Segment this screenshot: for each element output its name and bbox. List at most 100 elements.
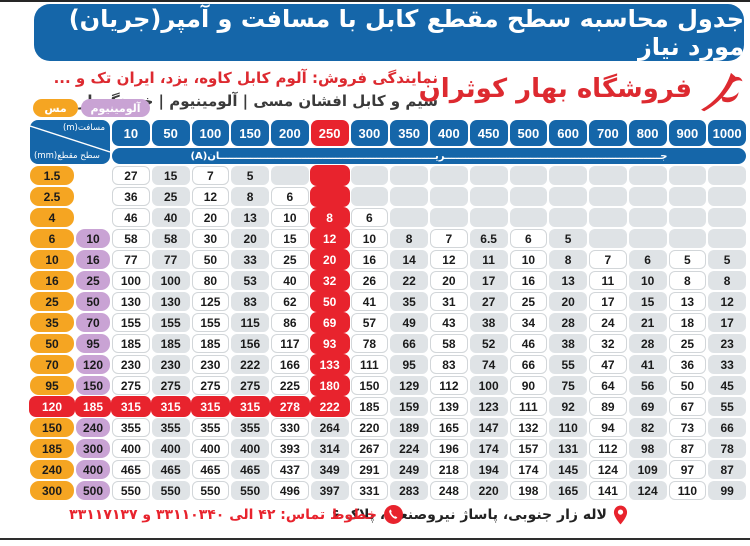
data-cell: 156 [231, 334, 269, 353]
data-cell: 110 [549, 418, 587, 437]
data-cell: 23 [708, 334, 746, 353]
data-cell: 165 [430, 418, 468, 437]
data-cell: 83 [430, 355, 468, 374]
data-cell: 20 [309, 249, 350, 270]
data-cell: 130 [112, 292, 150, 311]
column-header-500: 500 [509, 120, 548, 146]
data-cell: 25 [151, 187, 190, 206]
data-cell: 315 [190, 396, 231, 417]
data-cell: 6 [509, 229, 548, 248]
data-cell: 22 [390, 271, 428, 290]
data-cell [628, 187, 667, 206]
data-cell: 55 [708, 397, 746, 416]
data-cell: 41 [628, 355, 667, 374]
data-cell [271, 166, 309, 185]
data-cell: 550 [191, 481, 230, 500]
data-cell: 278 [270, 396, 310, 417]
location-pin-icon [613, 505, 628, 525]
column-header-250: 250 [310, 120, 349, 146]
data-cell: 32 [309, 270, 350, 291]
data-cell: 6.5 [469, 229, 508, 248]
phone-icon [384, 505, 403, 524]
data-cell: 17 [708, 313, 746, 332]
data-cell: 155 [191, 313, 230, 332]
data-cell: 331 [350, 481, 389, 500]
data-cell: 33 [708, 355, 746, 374]
data-cell: 73 [668, 418, 707, 437]
data-cell [589, 166, 627, 185]
store-brand: فروشگاه بهار کوثران [419, 62, 744, 116]
data-cell: 40 [271, 271, 309, 290]
copper-size-cell: 70 [30, 355, 74, 374]
data-cell [589, 229, 627, 248]
data-cell: 400 [191, 439, 230, 458]
data-cell [509, 208, 548, 227]
data-cell: 111 [350, 355, 389, 374]
data-cell: 109 [628, 460, 667, 479]
data-cell: 267 [350, 439, 389, 458]
data-cell: 283 [390, 481, 428, 500]
data-cell: 465 [231, 460, 269, 479]
data-cell: 58 [430, 334, 468, 353]
aluminum-size-cell: 95 [76, 334, 110, 353]
data-cell: 87 [708, 460, 746, 479]
data-cell: 45 [708, 376, 746, 395]
aluminum-size-cell: 185 [75, 396, 111, 417]
data-cell: 124 [589, 460, 627, 479]
data-cell: 117 [271, 334, 309, 353]
data-cell: 53 [231, 271, 269, 290]
page-title: جدول محاسبه سطح مقطع کابل با مسافت و آمپ… [34, 4, 744, 61]
copper-size-cell: 185 [30, 439, 74, 458]
data-cell: 330 [271, 418, 309, 437]
data-cell: 8 [549, 250, 587, 269]
copper-legend-badge: مس [33, 99, 78, 117]
data-cell: 34 [509, 313, 548, 332]
data-cell: 437 [271, 460, 309, 479]
data-cell: 36 [668, 355, 707, 374]
data-cell: 41 [350, 292, 389, 311]
data-cell: 198 [509, 481, 548, 500]
data-cell: 66 [708, 418, 746, 437]
data-cell: 7 [589, 250, 627, 269]
data-cell: 8 [309, 207, 350, 228]
data-cell [549, 187, 587, 206]
data-cell: 8 [668, 271, 707, 290]
data-cell: 82 [628, 418, 667, 437]
data-cell: 185 [151, 334, 190, 353]
data-cell: 74 [469, 355, 508, 374]
data-cell: 275 [112, 376, 150, 395]
data-cell: 355 [231, 418, 269, 437]
data-cell [549, 166, 587, 185]
data-cell: 130 [151, 292, 190, 311]
data-cell: 133 [309, 354, 350, 375]
data-cell: 50 [668, 376, 707, 395]
data-cell: 26 [350, 271, 389, 290]
data-cell: 314 [310, 439, 349, 458]
data-cell: 20 [430, 271, 468, 290]
data-cell [430, 166, 468, 185]
data-cell: 12 [309, 228, 350, 249]
data-cell: 291 [350, 460, 389, 479]
data-cell: 550 [151, 481, 190, 500]
data-cell: 155 [112, 313, 150, 332]
copper-size-cell: 1.5 [30, 166, 74, 185]
column-header-800: 800 [628, 120, 667, 146]
data-cell: 15 [151, 166, 190, 185]
data-cell: 12 [708, 292, 746, 311]
column-header-450: 450 [469, 120, 508, 146]
column-header-350: 350 [390, 120, 428, 146]
data-cell: 465 [112, 460, 150, 479]
data-cell: 27 [112, 166, 150, 185]
data-cell: 12 [191, 187, 230, 206]
data-cell: 57 [350, 313, 389, 332]
data-cell: 52 [469, 334, 508, 353]
data-cell: 46 [509, 334, 548, 353]
data-cell: 230 [112, 355, 150, 374]
data-cell: 92 [549, 397, 587, 416]
footer-phone: خطوط تماس: ۴۲ الی ۳۳۱۱۰۳۴۰ و ۳۳۱۱۷۱۳۷ [69, 505, 403, 524]
data-cell [469, 208, 508, 227]
copper-size-cell: 10 [30, 250, 74, 269]
data-cell: 355 [151, 418, 190, 437]
data-cell [589, 187, 627, 206]
copper-size-cell: 150 [30, 418, 74, 437]
